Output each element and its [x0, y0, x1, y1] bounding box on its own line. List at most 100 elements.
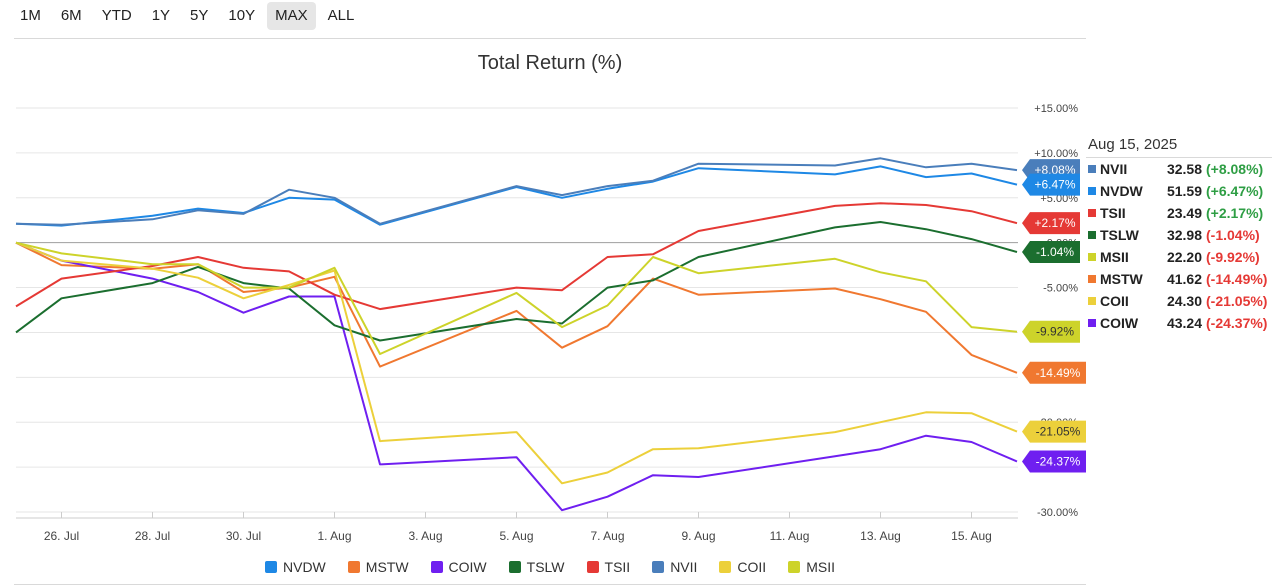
legend-label: NVII [670, 559, 698, 575]
x-tick-label: 9. Aug [681, 529, 715, 543]
legend-swatch [265, 561, 277, 573]
range-button-1m[interactable]: 1M [20, 7, 41, 24]
tooltip-row: NVII 32.58 (+8.08%) [1086, 158, 1272, 180]
tooltip-row: NVDW 51.59 (+6.47%) [1086, 180, 1272, 202]
range-button-5y[interactable]: 5Y [190, 7, 209, 24]
tooltip-series-name: MSTW [1100, 271, 1143, 287]
tooltip-swatch [1088, 253, 1096, 261]
series-line-msii [15, 241, 1018, 355]
end-label-text: -1.04% [1036, 245, 1074, 259]
legend-item-mstw[interactable]: MSTW [347, 557, 409, 577]
series-line-nvii [15, 157, 1018, 226]
end-label-text: -9.92% [1036, 325, 1074, 339]
end-label-box [1022, 361, 1086, 384]
end-label-coiw: -24.37% [1022, 450, 1086, 473]
tooltip-row: COII 24.30 (-21.05%) [1086, 290, 1272, 312]
legend-item-coii[interactable]: COII [719, 557, 766, 577]
tooltip-series-name: TSLW [1100, 227, 1139, 243]
tooltip-change: (-9.92%) [1206, 249, 1260, 265]
tooltip-change: (-24.37%) [1206, 315, 1268, 331]
legend-swatch [719, 561, 732, 573]
range-selector: 1M 6M YTD 1Y 5Y 10Y MAX ALL [12, 2, 362, 30]
legend-label: TSII [604, 559, 631, 575]
tooltip-value: 41.62 [1166, 271, 1202, 287]
end-label-box [1022, 320, 1080, 343]
y-tick-label: -30.00% [1037, 507, 1078, 519]
tooltip-value: 51.59 [1166, 183, 1202, 199]
legend-item-coiw[interactable]: COIW [430, 557, 487, 577]
tooltip-date: Aug 15, 2025 [1086, 136, 1272, 158]
end-label-box [1022, 212, 1080, 235]
x-tick-label: 26. Jul [44, 529, 79, 543]
top-divider [14, 38, 1086, 39]
range-button-max[interactable]: MAX [267, 2, 316, 30]
end-label-text: +2.17% [1034, 216, 1075, 230]
legend-label: COII [737, 559, 767, 575]
tooltip-series-name: NVDW [1100, 183, 1143, 199]
y-tick-label: +10.00% [1034, 148, 1078, 160]
legend-swatch [430, 561, 443, 573]
tooltip-change: (-14.49%) [1206, 271, 1268, 287]
tooltip-value: 32.98 [1166, 227, 1202, 243]
x-tick-label: 13. Aug [860, 529, 901, 543]
tooltip-value: 23.49 [1166, 205, 1202, 221]
tooltip-series-name: TSII [1100, 205, 1126, 221]
legend-item-msii[interactable]: MSII [788, 557, 835, 577]
legend-label: COIW [448, 559, 487, 575]
tooltip-change: (-21.05%) [1206, 293, 1268, 309]
legend-swatch [788, 561, 801, 573]
tooltip-change: (+2.17%) [1206, 205, 1264, 221]
legend-label: NVDW [283, 559, 326, 575]
legend-item-nvdw[interactable]: NVDW [265, 557, 326, 577]
tooltip-series-name: COIW [1100, 315, 1139, 331]
legend-label: TSLW [526, 559, 565, 575]
end-label-box [1022, 450, 1086, 473]
tooltip-series-name: MSII [1100, 249, 1129, 265]
range-button-10y[interactable]: 10Y [228, 7, 256, 24]
tooltip-swatch [1088, 209, 1096, 217]
tooltip-row: MSII 22.20 (-9.92%) [1086, 246, 1272, 268]
end-label-text: -24.37% [1036, 454, 1081, 468]
tooltip-swatch [1088, 231, 1096, 239]
tooltip-swatch [1088, 165, 1096, 173]
series-line-nvdw [15, 165, 1018, 227]
series-line-coii [15, 241, 1018, 485]
legend-item-tsii[interactable]: TSII [586, 557, 631, 577]
tooltip-swatch [1088, 319, 1096, 327]
chart-title: Total Return (%) [477, 52, 623, 74]
y-tick-label: +15.00% [1034, 103, 1078, 115]
tooltip-change: (+8.08%) [1206, 161, 1264, 177]
end-label-nvdw: +6.47% [1022, 173, 1080, 196]
tooltip-value: 43.24 [1166, 315, 1202, 331]
tooltip-swatch [1088, 297, 1096, 305]
end-label-box [1022, 241, 1080, 264]
end-label-msii: -9.92% [1022, 320, 1080, 343]
tooltip-value: 32.58 [1166, 161, 1202, 177]
range-button-6m[interactable]: 6M [60, 7, 82, 24]
y-tick-label: -5.00% [1043, 283, 1078, 295]
tooltip-series-name: COII [1100, 293, 1129, 309]
end-label-mstw: -14.49% [1022, 361, 1086, 384]
end-label-text: +6.47% [1034, 178, 1075, 192]
y-tick-label: +5.00% [1040, 193, 1078, 205]
series-line-mstw [15, 241, 1018, 374]
legend-item-tslw[interactable]: TSLW [508, 557, 565, 577]
tooltip-panel: Aug 15, 2025 NVII 32.58 (+8.08%) NVDW 51.59(… [1086, 136, 1272, 334]
series-line-tslw [15, 221, 1018, 342]
end-label-box [1022, 420, 1086, 443]
tooltip-change: (+6.47%) [1206, 183, 1264, 199]
x-tick-label: 5. Aug [499, 529, 533, 543]
x-tick-label: 30. Jul [226, 529, 261, 543]
range-button-ytd[interactable]: YTD [101, 7, 132, 24]
tooltip-value: 22.20 [1166, 249, 1202, 265]
x-tick-label: 28. Jul [135, 529, 170, 543]
range-button-all[interactable]: ALL [327, 7, 355, 24]
series-line-coiw [15, 241, 1018, 512]
range-button-1y[interactable]: 1Y [151, 7, 171, 24]
tooltip-row: COIW 43.24 (-24.37%) [1086, 312, 1272, 334]
legend-item-nvii[interactable]: NVII [652, 557, 697, 577]
legend: NVDW MSTW COIW TSLW TSII NVII COII MSII [14, 557, 1086, 577]
tooltip-swatch [1088, 187, 1096, 195]
tooltip-change: (-1.04%) [1206, 227, 1260, 243]
